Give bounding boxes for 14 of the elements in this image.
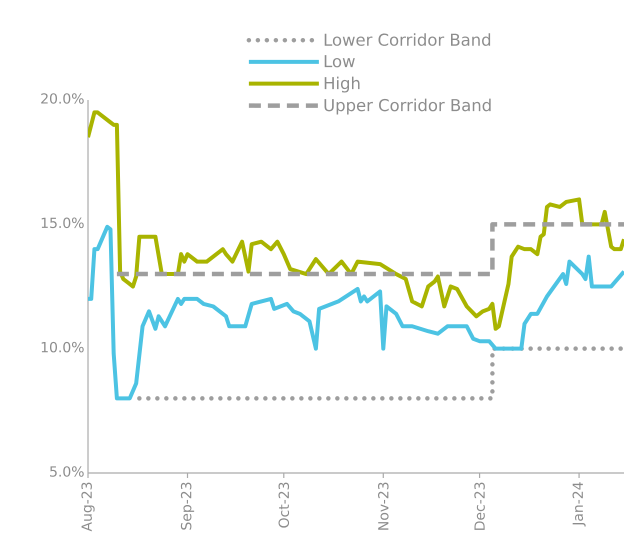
y-tick-label: 5.0% (50, 466, 84, 477)
legend-label: High (324, 76, 360, 93)
y-tick-label: 10.0% (42, 342, 84, 352)
x-tick-label: Sep-23 (180, 482, 194, 530)
x-tick-label: Oct-23 (278, 482, 290, 528)
y-tick-label: 15.0% (42, 218, 84, 228)
x-tick-label: Aug-23 (81, 482, 95, 532)
legend-label: Low (324, 55, 355, 68)
x-tick-label: Jan-24 (572, 482, 586, 527)
x-tick-label: Dec-23 (474, 482, 485, 530)
legend-label: Lower Corridor Band (324, 33, 490, 46)
legend-label: Upper Corridor Band (324, 98, 491, 115)
y-tick-label: 20.0% (41, 93, 84, 104)
x-tick-label: Nov-23 (378, 482, 389, 530)
